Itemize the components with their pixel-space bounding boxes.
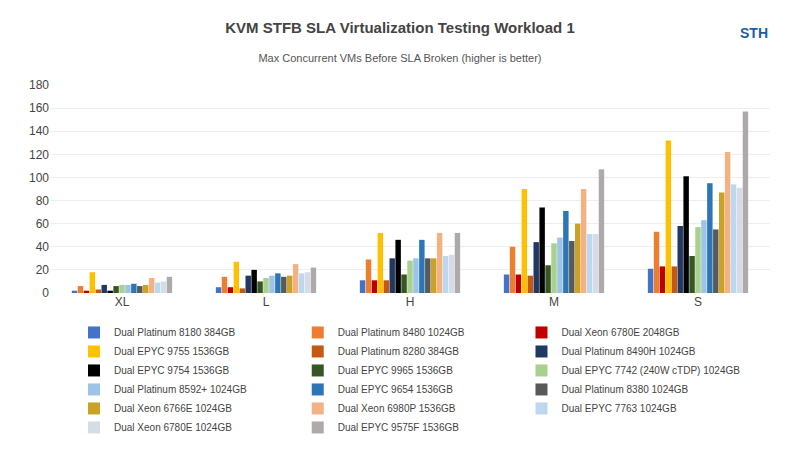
svg-text:0: 0 bbox=[42, 286, 49, 300]
svg-text:Dual EPYC 9965 1536GB: Dual EPYC 9965 1536GB bbox=[338, 365, 453, 376]
svg-text:60: 60 bbox=[36, 217, 50, 231]
svg-text:Dual EPYC 7763 1024GB: Dual EPYC 7763 1024GB bbox=[561, 403, 676, 414]
svg-text:L: L bbox=[263, 295, 270, 309]
svg-text:Dual EPYC 9654 1536GB: Dual EPYC 9654 1536GB bbox=[338, 384, 453, 395]
svg-text:100: 100 bbox=[29, 171, 49, 185]
svg-text:Dual Platinum 8180 384GB: Dual Platinum 8180 384GB bbox=[114, 327, 236, 338]
svg-text:160: 160 bbox=[29, 101, 49, 115]
svg-text:H: H bbox=[406, 295, 415, 309]
svg-text:KVM STFB SLA Virtualization Te: KVM STFB SLA Virtualization Testing Work… bbox=[225, 19, 574, 36]
svg-text:80: 80 bbox=[36, 194, 50, 208]
svg-text:Dual Platinum 8490H 1024GB: Dual Platinum 8490H 1024GB bbox=[561, 346, 695, 357]
svg-text:Dual EPYC 7742 (240W cTDP) 102: Dual EPYC 7742 (240W cTDP) 1024GB bbox=[561, 365, 740, 376]
svg-text:Dual EPYC 9575F 1536GB: Dual EPYC 9575F 1536GB bbox=[338, 422, 460, 433]
svg-text:Dual EPYC 9755 1536GB: Dual EPYC 9755 1536GB bbox=[114, 346, 229, 357]
svg-text:Dual Xeon 6766E 1024GB: Dual Xeon 6766E 1024GB bbox=[114, 403, 232, 414]
svg-text:Max Concurrent VMs Before SLA: Max Concurrent VMs Before SLA Broken (hi… bbox=[258, 52, 541, 64]
svg-text:140: 140 bbox=[29, 124, 49, 138]
svg-text:Dual EPYC 9754 1536GB: Dual EPYC 9754 1536GB bbox=[114, 365, 229, 376]
svg-text:M: M bbox=[549, 295, 559, 309]
svg-text:STH: STH bbox=[740, 25, 768, 41]
svg-text:Dual Xeon 6980P 1536GB: Dual Xeon 6980P 1536GB bbox=[338, 403, 456, 414]
svg-text:XL: XL bbox=[115, 295, 130, 309]
svg-text:120: 120 bbox=[29, 148, 49, 162]
svg-text:Dual Platinum 8280 384GB: Dual Platinum 8280 384GB bbox=[338, 346, 460, 357]
svg-text:40: 40 bbox=[36, 240, 50, 254]
svg-text:Dual Platinum 8480 1024GB: Dual Platinum 8480 1024GB bbox=[338, 327, 465, 338]
svg-text:Dual Xeon 6780E 1024GB: Dual Xeon 6780E 1024GB bbox=[114, 422, 232, 433]
svg-text:180: 180 bbox=[29, 78, 49, 92]
svg-text:Dual Platinum 8380 1024GB: Dual Platinum 8380 1024GB bbox=[561, 384, 688, 395]
svg-text:Dual Platinum 8592+ 1024GB: Dual Platinum 8592+ 1024GB bbox=[114, 384, 247, 395]
svg-text:20: 20 bbox=[36, 263, 50, 277]
svg-text:S: S bbox=[694, 295, 702, 309]
svg-text:Dual Xeon 6780E 2048GB: Dual Xeon 6780E 2048GB bbox=[561, 327, 679, 338]
